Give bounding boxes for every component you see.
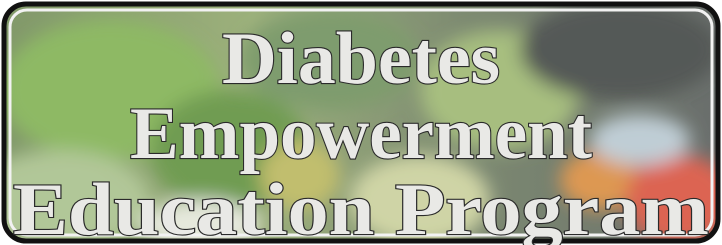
title-line: Diabetes xyxy=(222,18,500,100)
title-line: Empowerment xyxy=(130,93,592,175)
banner: Diabetes Empowerment Education Program xyxy=(0,0,722,245)
page: {"banner": {"lines": ["Diabetes", "Empow… xyxy=(0,0,722,245)
title-line: Education Program xyxy=(13,169,709,245)
